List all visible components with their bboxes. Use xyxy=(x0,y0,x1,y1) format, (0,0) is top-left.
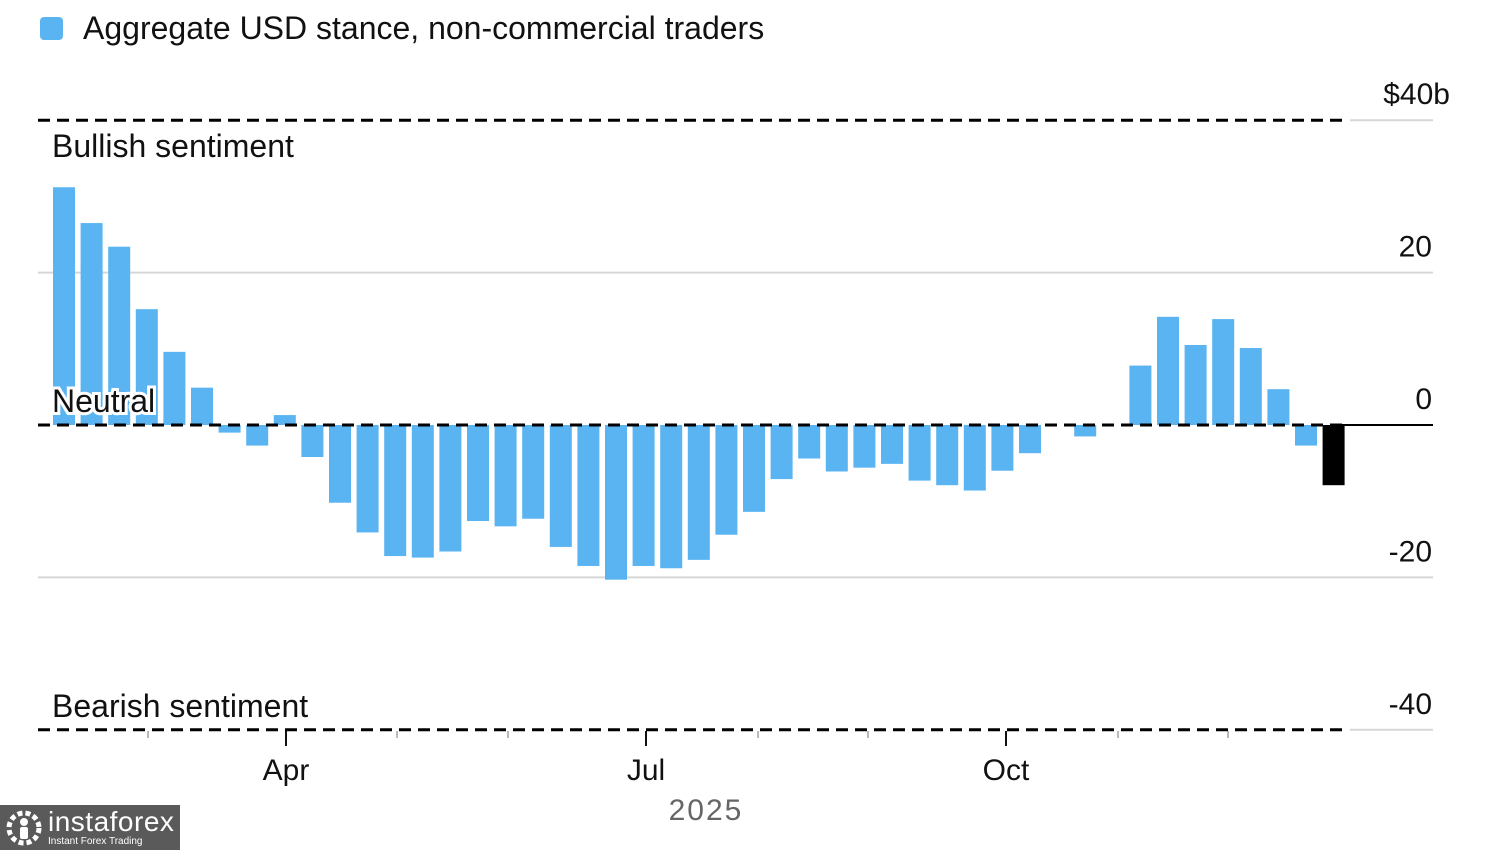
bar xyxy=(356,425,379,533)
bar xyxy=(963,425,986,491)
bar xyxy=(467,425,489,522)
x-tick-label: Oct xyxy=(983,754,1030,787)
bar xyxy=(163,351,186,425)
bar xyxy=(936,425,959,486)
bar xyxy=(439,425,462,552)
bar xyxy=(411,425,434,558)
bar xyxy=(384,425,407,557)
bar xyxy=(494,425,517,527)
bar xyxy=(798,425,821,459)
bar xyxy=(108,246,131,425)
bar xyxy=(577,425,600,566)
chart-labels: $40b 20 0 -20 -40 Apr Jul Oct 2025 Bullish sentim… xyxy=(49,78,1450,827)
bar xyxy=(218,425,241,433)
bullish-annotation: Bullish sentiment xyxy=(52,128,294,164)
bar xyxy=(881,425,903,464)
bar xyxy=(770,425,793,480)
legend: Aggregate USD stance, non-commercial tra… xyxy=(40,10,764,47)
bar xyxy=(605,425,627,580)
bar xyxy=(191,387,213,425)
gridlines xyxy=(38,119,1433,746)
bar xyxy=(1019,425,1041,454)
watermark-tagline: Instant Forex Trading xyxy=(48,836,143,847)
bar xyxy=(522,425,545,519)
y-tick-label: $40b xyxy=(1383,78,1450,111)
bar-latest xyxy=(1322,425,1345,486)
bar xyxy=(1212,319,1235,425)
y-tick-label: -20 xyxy=(1389,535,1432,568)
bar xyxy=(825,425,848,472)
gear-person-icon xyxy=(6,810,42,845)
bar xyxy=(1074,425,1097,437)
bar xyxy=(329,425,351,503)
bar xyxy=(273,415,296,425)
neutral-annotation: Neutral xyxy=(52,383,155,419)
bar xyxy=(991,425,1014,471)
watermark-logo: instaforex Instant Forex Trading xyxy=(0,805,180,850)
y-tick-label: -40 xyxy=(1389,688,1432,721)
bar xyxy=(549,425,572,547)
y-tick-label: 0 xyxy=(1415,383,1432,416)
bar xyxy=(908,425,931,481)
bar xyxy=(53,187,75,425)
bar xyxy=(80,223,103,425)
legend-swatch xyxy=(40,17,63,40)
bar xyxy=(301,425,324,458)
bar xyxy=(1129,365,1152,425)
watermark-brand: instaforex xyxy=(48,806,175,837)
bar xyxy=(1157,316,1179,425)
year-label: 2025 xyxy=(669,794,744,827)
bars xyxy=(53,187,1345,580)
bar xyxy=(687,425,710,560)
x-tick-label: Apr xyxy=(263,754,310,787)
bar xyxy=(1295,425,1317,446)
y-tick-label: 20 xyxy=(1399,231,1432,264)
bar xyxy=(632,425,655,566)
bar xyxy=(1239,348,1262,425)
legend-label: Aggregate USD stance, non-commercial tra… xyxy=(83,10,765,46)
bar xyxy=(1184,344,1207,425)
bar xyxy=(1267,389,1290,425)
bearish-annotation: Bearish sentiment xyxy=(52,688,308,724)
bar xyxy=(853,425,876,468)
reference-lines xyxy=(38,118,1433,732)
bar xyxy=(743,425,765,512)
x-tick-label: Jul xyxy=(627,754,665,787)
bar xyxy=(715,425,738,535)
bar xyxy=(246,425,269,446)
bar xyxy=(135,309,158,425)
bar xyxy=(660,425,683,569)
